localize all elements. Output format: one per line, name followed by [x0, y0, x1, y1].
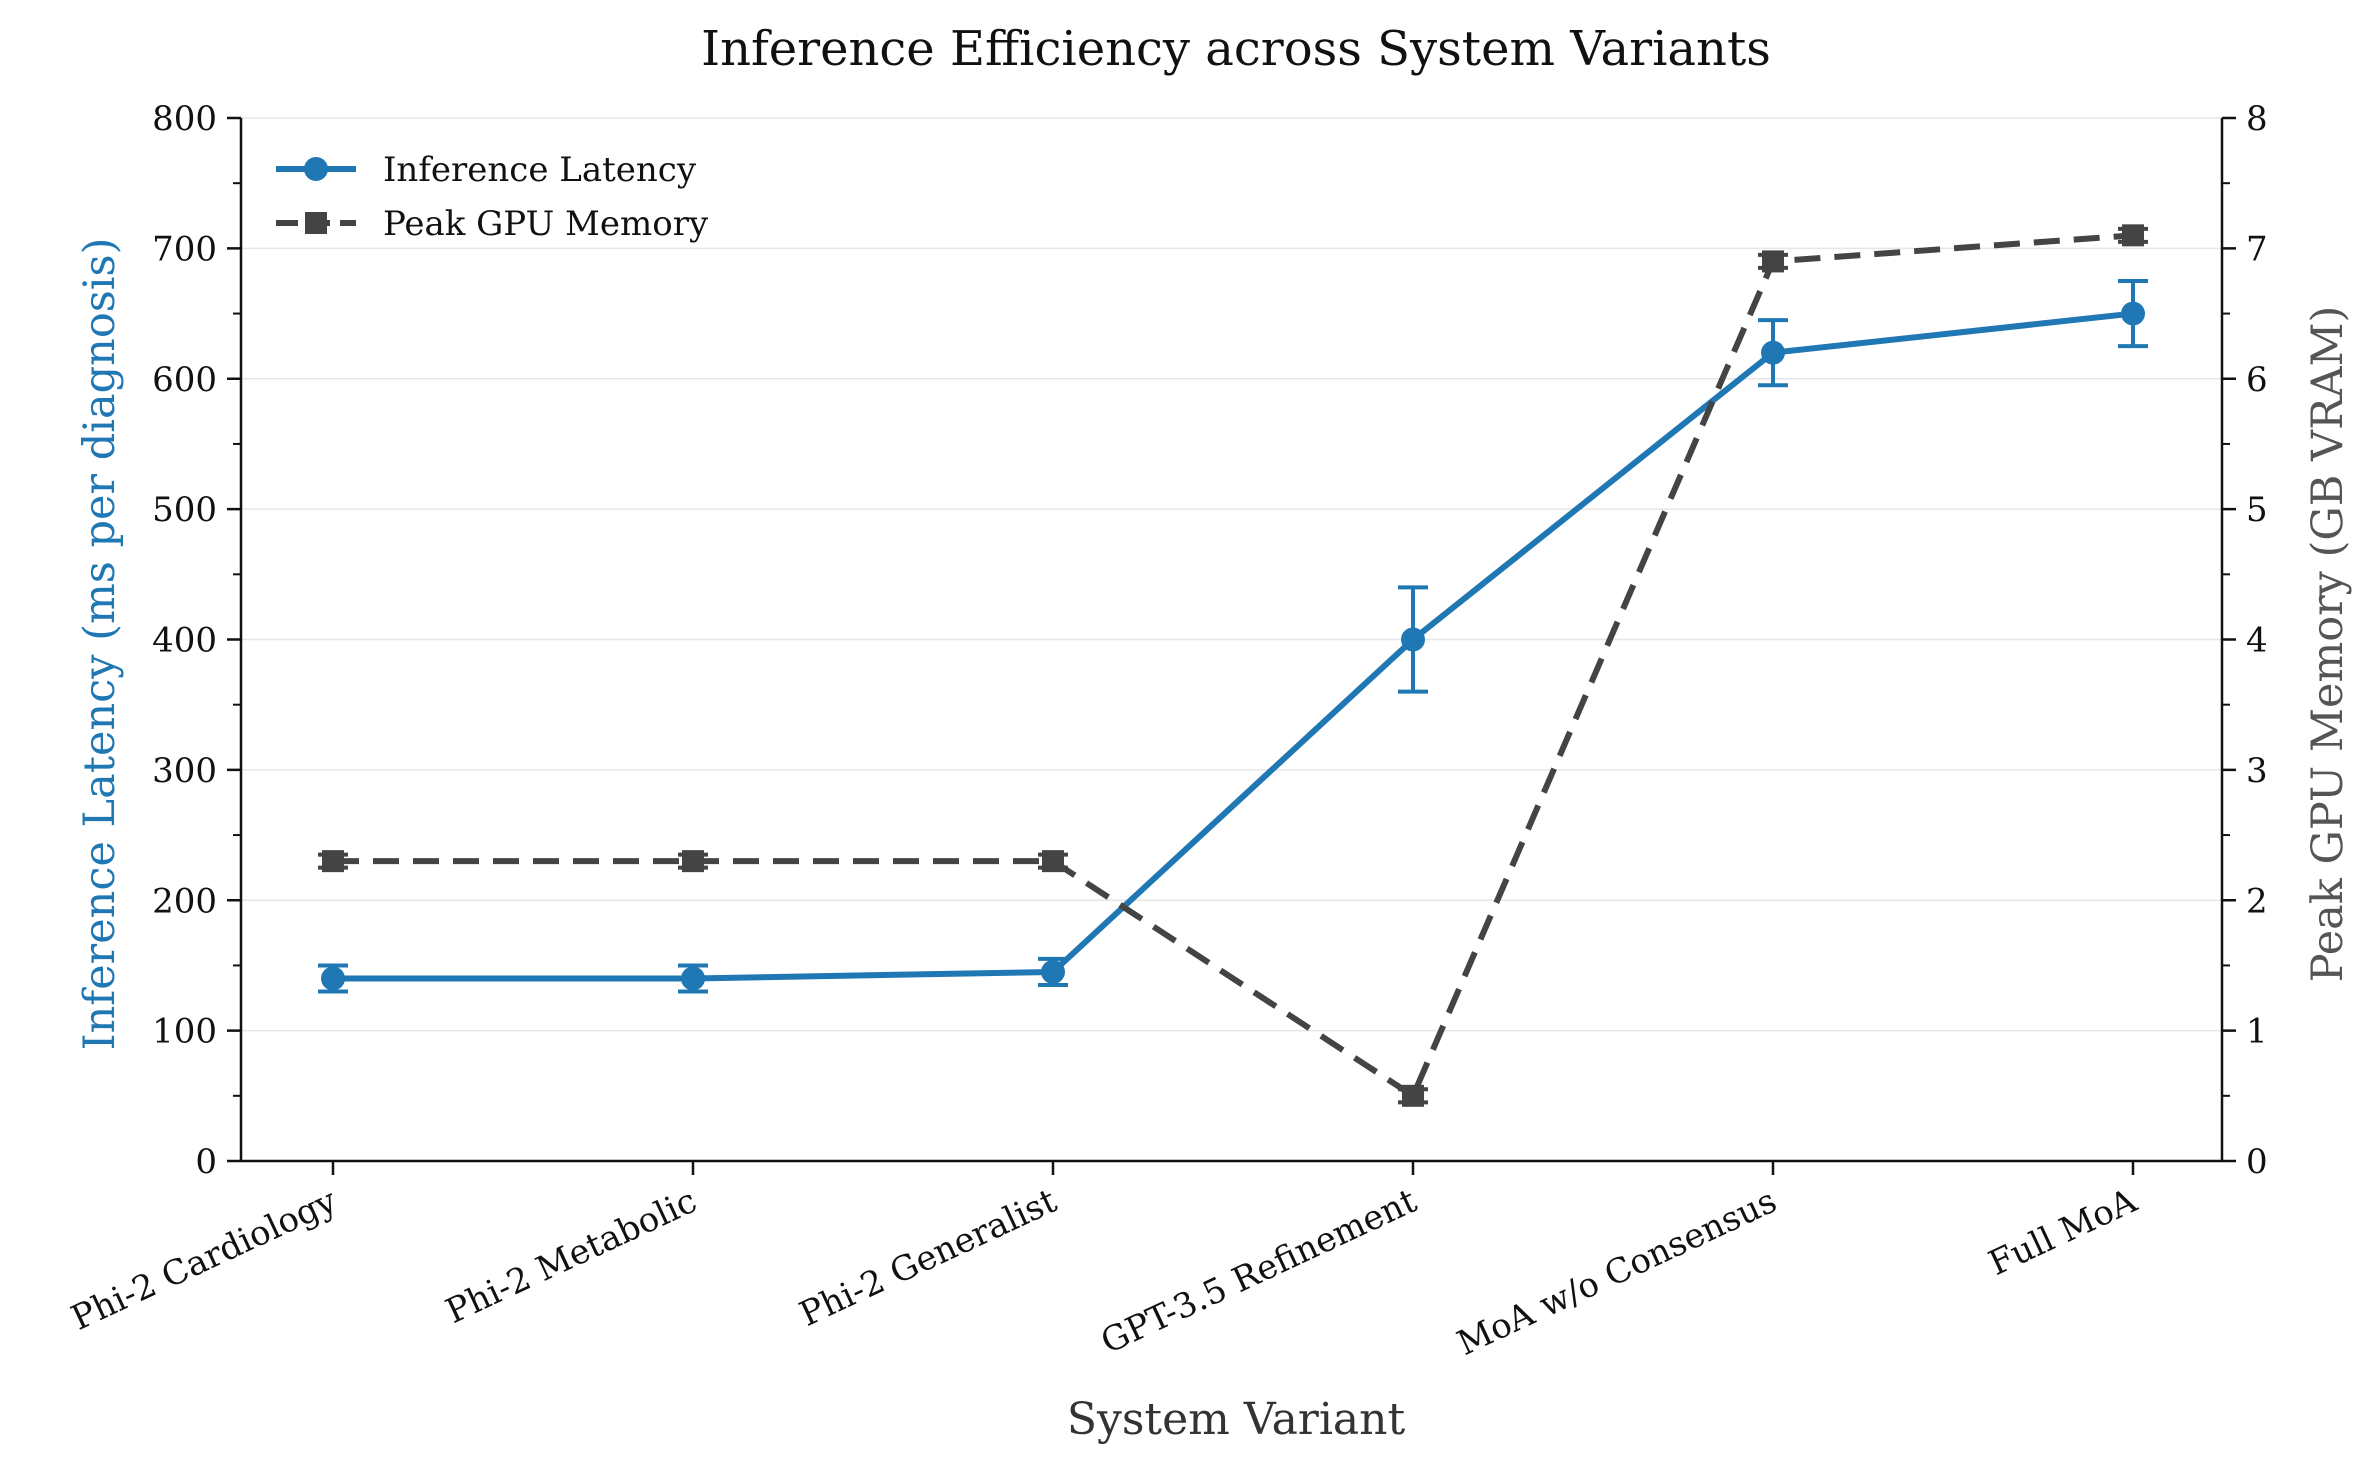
y-left-tick-label: 0 [195, 1142, 217, 1182]
y-right-tick-label: 1 [2246, 1012, 2268, 1052]
series-inference-latency [318, 278, 2148, 994]
y-left-tick-label: 500 [152, 490, 217, 530]
y-axis-label-left: Inference Latency (ms per diagnosis) [75, 238, 125, 1051]
data-point [2122, 224, 2144, 247]
data-point [682, 850, 704, 873]
data-point [1401, 627, 1425, 652]
y-left-tick-label: 100 [152, 1012, 217, 1052]
data-point [321, 966, 345, 991]
data-point [322, 850, 344, 873]
legend-label: Peak GPU Memory [383, 204, 709, 244]
legend-marker [304, 157, 328, 181]
data-point [1042, 850, 1064, 873]
y-left-tick-label: 400 [152, 621, 217, 661]
data-point [1402, 1084, 1424, 1107]
y-right-tick-label: 5 [2246, 490, 2268, 530]
legend-entry: Inference Latency [276, 150, 697, 190]
y-left-tick-label: 800 [152, 99, 217, 139]
grid [241, 117, 2222, 1032]
y-right-tick-label: 7 [2246, 229, 2268, 269]
data-point [681, 966, 705, 991]
chart-title: Inference Efficiency across System Varia… [701, 21, 1771, 77]
legend-entry: Peak GPU Memory [276, 204, 709, 244]
y-left-tick-label: 700 [152, 229, 217, 269]
series-peak-gpu-memory [318, 224, 2148, 1107]
y-left-tick-label: 300 [152, 751, 217, 791]
y-right-tick-label: 3 [2246, 751, 2268, 791]
series-layer [318, 224, 2148, 1107]
y-axis-label-right: Peak GPU Memory (GB VRAM) [2303, 306, 2353, 983]
y-right-tick-label: 8 [2246, 99, 2268, 139]
data-point [2121, 301, 2145, 326]
legend: Inference Latency Peak GPU Memory [276, 150, 709, 244]
y-right-tick-label: 2 [2246, 881, 2268, 921]
data-point [1761, 340, 1785, 365]
y-right-tick-label: 0 [2246, 1142, 2268, 1182]
y-left-tick-label: 600 [152, 360, 217, 400]
legend-marker [305, 212, 327, 234]
legend-label: Inference Latency [383, 150, 697, 190]
y-left-tick-label: 200 [152, 881, 217, 921]
series-line [333, 232, 2134, 1099]
y-right-tick-label: 6 [2246, 360, 2268, 400]
data-point [1762, 250, 1784, 273]
series-line [333, 310, 2134, 982]
data-point [1041, 959, 1065, 984]
x-axis-label: System Variant [1067, 1394, 1406, 1445]
y-right-tick-label: 4 [2246, 621, 2268, 661]
